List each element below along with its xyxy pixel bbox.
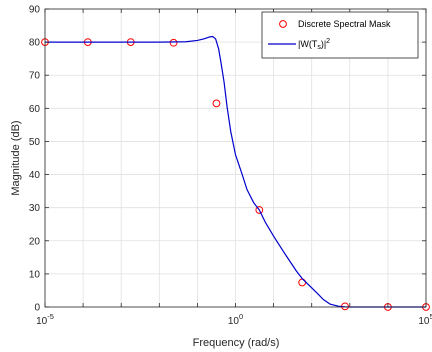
y-tick-label: 50 (29, 137, 41, 148)
legend-label-w-ts-part-2: )| (321, 39, 326, 49)
legend-label-discrete-spectral-mask: Discrete Spectral Mask (298, 19, 391, 29)
x-tick-label: 100 (228, 312, 243, 327)
y-tick-label: 90 (29, 5, 41, 16)
series-line-w-ts (45, 35, 426, 308)
y-tick-label: 60 (29, 104, 41, 115)
legend-box (261, 11, 419, 59)
y-tick-label: 30 (29, 203, 41, 214)
legend: Discrete Spectral Mask |W(Ts)|2 (261, 11, 419, 59)
data-point-discrete-spectral-mask (255, 206, 264, 214)
x-tick-label: 10-5 (36, 312, 54, 327)
y-axis-label: Magnitude (dB) (10, 120, 22, 195)
legend-marker-discrete-spectral-mask (279, 20, 287, 28)
legend-label-w-ts-subscript: s (317, 44, 321, 51)
x-tick-label: 105 (418, 312, 432, 327)
y-tick-label: 0 (34, 303, 40, 314)
axes: 0 10 20 30 40 50 60 70 80 90 10-5 100 105 (29, 5, 432, 328)
legend-label-w-ts-part-1: |W(T (298, 39, 318, 49)
y-tick-label: 40 (29, 170, 41, 181)
y-tick-label: 80 (29, 38, 41, 49)
legend-label-w-ts: |W(Ts)|2 (298, 38, 330, 51)
data-point-discrete-spectral-mask (169, 38, 178, 47)
x-axis-label: Frequency (rad/s) (193, 337, 280, 349)
y-tick-label: 70 (29, 71, 41, 82)
y-tick-label: 20 (29, 236, 41, 247)
y-tick-label: 10 (29, 269, 41, 280)
legend-label-w-ts-superscript: 2 (326, 38, 330, 45)
data-point-discrete-spectral-mask (212, 99, 221, 108)
